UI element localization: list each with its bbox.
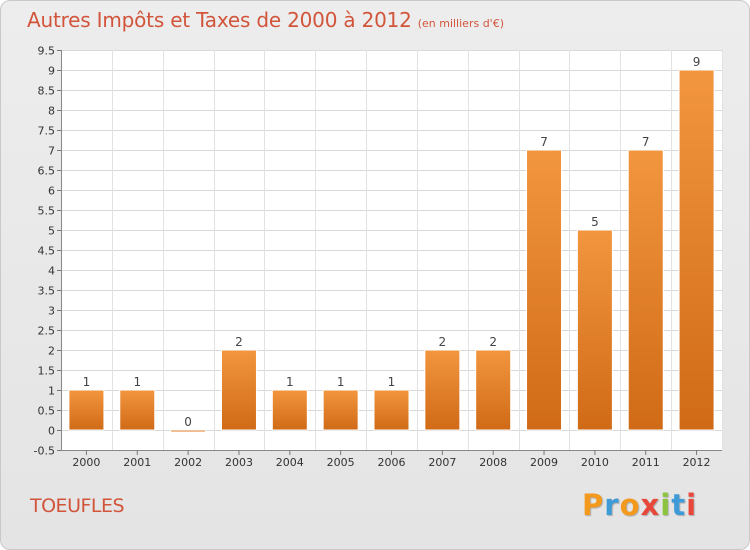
x-tick-label-2002: 2002: [174, 456, 202, 469]
logo-letter: o: [619, 488, 641, 522]
chart-unit-note: (en milliers d'€): [417, 17, 504, 30]
data-label-2012: 9: [693, 55, 701, 69]
x-tick-label-2005: 2005: [327, 456, 355, 469]
y-tick-label: 5: [48, 225, 55, 238]
bar-2000: [68, 389, 105, 431]
logo-letter: r: [604, 488, 620, 522]
logo-letter: i: [686, 488, 698, 522]
x-tick-label-2009: 2009: [530, 456, 558, 469]
logo-letter: t: [671, 488, 687, 522]
bar-2012: [678, 69, 715, 431]
y-tick-label: 8: [48, 105, 55, 118]
logo-letter: i: [660, 488, 672, 522]
title-row: Autres Impôts et Taxes de 2000 à 2012 (en…: [27, 8, 504, 32]
bar-2003: [220, 349, 257, 431]
y-tick-label: 5.5: [38, 205, 56, 218]
data-label-2008: 2: [489, 335, 497, 349]
proxiti-logo: Proxiti: [582, 488, 697, 522]
y-tick-label: 2: [48, 345, 55, 358]
x-tick-labels: 2000 2001 2002 2003 2004 2005 2006 2007 2008 2009…: [72, 456, 710, 469]
y-tick-label: 6: [48, 185, 55, 198]
bar-2007: [424, 349, 461, 431]
y-tick-label: 1: [48, 385, 55, 398]
data-label-2003: 2: [235, 335, 243, 349]
x-tick-label-2000: 2000: [72, 456, 100, 469]
data-label-2004: 1: [286, 375, 294, 389]
bar-2011: [627, 149, 664, 431]
data-label-2001: 1: [133, 375, 141, 389]
x-tick-label-2008: 2008: [479, 456, 507, 469]
y-tick-label: 6.5: [38, 165, 56, 178]
y-tick-label: 8.5: [38, 85, 56, 98]
y-tick-label: 3: [48, 305, 55, 318]
x-tick-label-2007: 2007: [428, 456, 456, 469]
bar-2005: [322, 389, 359, 431]
logo-letter: P: [582, 488, 605, 522]
bar-2004: [271, 389, 308, 431]
y-tick-label: 4: [48, 265, 55, 278]
data-label-2005: 1: [337, 375, 345, 389]
data-label-2006: 1: [388, 375, 396, 389]
y-tick-label: -0.5: [34, 445, 55, 458]
y-tick-label: 7: [48, 145, 55, 158]
bar-2001: [119, 389, 156, 431]
data-label-2002: 0: [184, 415, 192, 429]
data-labels: 1 1 0 2 1 1 1 2 2 7 5 7 9: [83, 55, 701, 429]
commune-name: TOEUFLES: [30, 495, 125, 517]
x-tick-label-2012: 2012: [683, 456, 711, 469]
logo-letter: x: [640, 488, 661, 522]
y-tick-label: 7.5: [38, 125, 56, 138]
bars: [68, 69, 715, 433]
y-tick-label: 0.5: [38, 405, 56, 418]
y-tick-label: 1.5: [38, 365, 56, 378]
chart-title: Autres Impôts et Taxes de 2000 à 2012: [27, 8, 412, 32]
x-tick-label-2003: 2003: [225, 456, 253, 469]
x-tick-label-2006: 2006: [378, 456, 406, 469]
data-label-2009: 7: [540, 135, 548, 149]
bar-2002: [170, 429, 207, 433]
bar-2006: [373, 389, 410, 431]
data-label-2000: 1: [83, 375, 91, 389]
x-tick-label-2001: 2001: [123, 456, 151, 469]
bar-2008: [475, 349, 512, 431]
x-tick-label-2010: 2010: [581, 456, 609, 469]
y-tick-label: 9.5: [38, 45, 56, 58]
y-tick-label: 9: [48, 65, 55, 78]
bar-2009: [526, 149, 563, 431]
data-label-2007: 2: [439, 335, 447, 349]
data-label-2010: 5: [591, 215, 599, 229]
x-tick-label-2004: 2004: [276, 456, 304, 469]
data-label-2011: 7: [642, 135, 650, 149]
y-tick-label: 0: [48, 425, 55, 438]
y-tick-label: 4.5: [38, 245, 56, 258]
bar-2010: [576, 229, 613, 431]
y-tick-label: 2.5: [38, 325, 56, 338]
x-tick-label-2011: 2011: [632, 456, 660, 469]
y-tick-labels: -0.5 0 0.5 1 1.5 2 2.5 3 3.5 4 4.5 5 5.5 6 6.5 7 7.5 8 8.5…: [34, 45, 55, 458]
y-tick-label: 3.5: [38, 285, 56, 298]
axes: [57, 50, 722, 455]
